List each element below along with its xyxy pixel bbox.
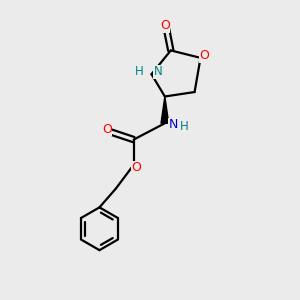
Text: N: N [169,118,178,131]
Text: O: O [132,161,142,174]
Polygon shape [161,97,169,123]
Text: O: O [160,19,170,32]
Text: N: N [154,65,163,78]
Text: O: O [102,123,112,136]
Text: H: H [134,65,143,78]
Text: O: O [199,49,209,62]
Text: H: H [180,120,189,133]
